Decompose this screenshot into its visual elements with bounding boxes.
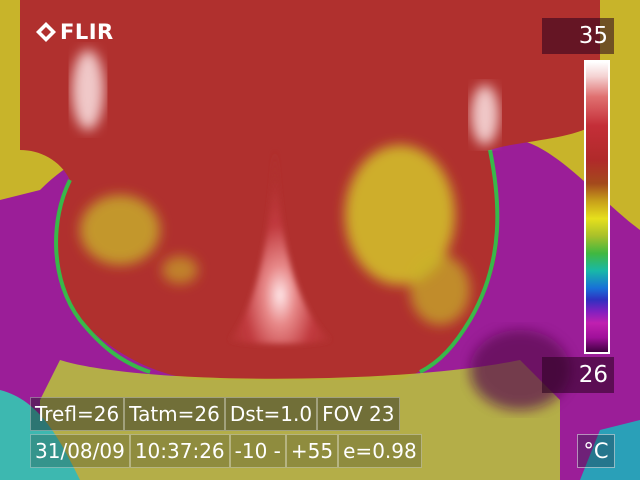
distance: Dst=1.0 [224, 397, 318, 431]
atmospheric-temperature: Tatm=26 [124, 397, 225, 431]
lower-cool-band [40, 360, 560, 480]
temperature-unit: °C [577, 434, 615, 468]
brand-name: FLIR [60, 20, 114, 44]
field-of-view: FOV 23 [317, 397, 400, 431]
emissivity: e=0.98 [338, 434, 422, 468]
right-armpit-hot-spot [471, 85, 499, 145]
range-high: +55 [285, 434, 339, 468]
scale-min-value: 26 [542, 357, 614, 393]
status-bar: 31/08/09 10:37:26 -10 - +55 e=0.98 [30, 434, 422, 468]
right-breast-edge [419, 149, 500, 374]
left-breast-edge [54, 179, 151, 374]
warm-yellow-patches [80, 145, 470, 325]
scale-max-value: 35 [542, 18, 614, 54]
reflected-temperature: Trefl=26 [30, 397, 125, 431]
cleavage-hot-spot [230, 150, 330, 344]
range-low: -10 - [229, 434, 286, 468]
temperature-color-bar [584, 60, 610, 354]
flir-logo: FLIR [36, 20, 114, 44]
measurement-parameters: Trefl=26 Tatm=26 Dst=1.0 FOV 23 [30, 397, 400, 431]
flir-diamond-logo-icon [36, 22, 56, 42]
capture-time: 10:37:26 [129, 434, 230, 468]
left-lower-edge [0, 390, 80, 480]
right-lower-edge [580, 420, 640, 480]
left-armpit-hot-spot [72, 50, 104, 130]
capture-date: 31/08/09 [30, 434, 130, 468]
